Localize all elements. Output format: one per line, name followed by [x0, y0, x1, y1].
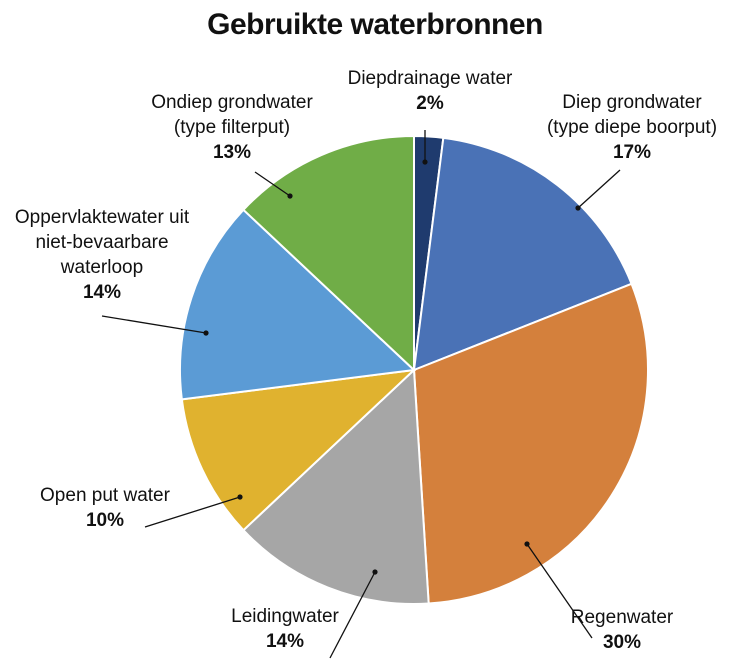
- slice-percentage: 14%: [266, 631, 304, 652]
- slice-label: Regenwater: [571, 607, 674, 628]
- pie-slice: [412, 282, 649, 605]
- slice-label: niet-bevaarbare: [35, 232, 168, 253]
- slice-label: waterloop: [60, 257, 143, 278]
- pie-slice: [242, 134, 415, 373]
- slice-percentage: 30%: [603, 632, 641, 653]
- slice-label: (type diepe boorput): [547, 117, 717, 138]
- slice-label: Diep grondwater: [562, 92, 702, 113]
- slice-percentage: 2%: [416, 93, 444, 114]
- leader-dot: [287, 193, 293, 199]
- slice-percentage: 17%: [613, 142, 651, 163]
- pie-slice: [242, 367, 430, 605]
- leader-dot: [203, 330, 209, 336]
- chart-title: Gebruikte waterbronnen: [207, 8, 543, 41]
- pie-slice: [180, 368, 417, 532]
- leader-line: [329, 571, 376, 659]
- pie-slice: [412, 136, 633, 372]
- leader-dot: [372, 569, 378, 575]
- slice-label: (type filterput): [174, 117, 290, 138]
- leader-dot: [237, 494, 243, 500]
- pie-slice: [179, 208, 417, 401]
- leader-line: [144, 496, 241, 528]
- leader-line: [577, 169, 621, 209]
- leader-line: [101, 315, 207, 334]
- slice-percentage: 10%: [86, 510, 124, 531]
- slice-percentage: 13%: [213, 142, 251, 163]
- leader-dot: [524, 541, 530, 547]
- slice-label: Oppervlaktewater uit: [15, 207, 190, 228]
- slice-label: Open put water: [40, 485, 171, 506]
- leader-line: [254, 171, 291, 197]
- leader-line: [526, 543, 593, 639]
- leader-dot: [575, 205, 581, 211]
- slice-percentage: 14%: [83, 282, 121, 303]
- slice-label: Ondiep grondwater: [151, 92, 313, 113]
- slice-label: Leidingwater: [231, 606, 339, 627]
- slice-label: Diepdrainage water: [348, 68, 513, 89]
- leader-dot: [422, 159, 428, 165]
